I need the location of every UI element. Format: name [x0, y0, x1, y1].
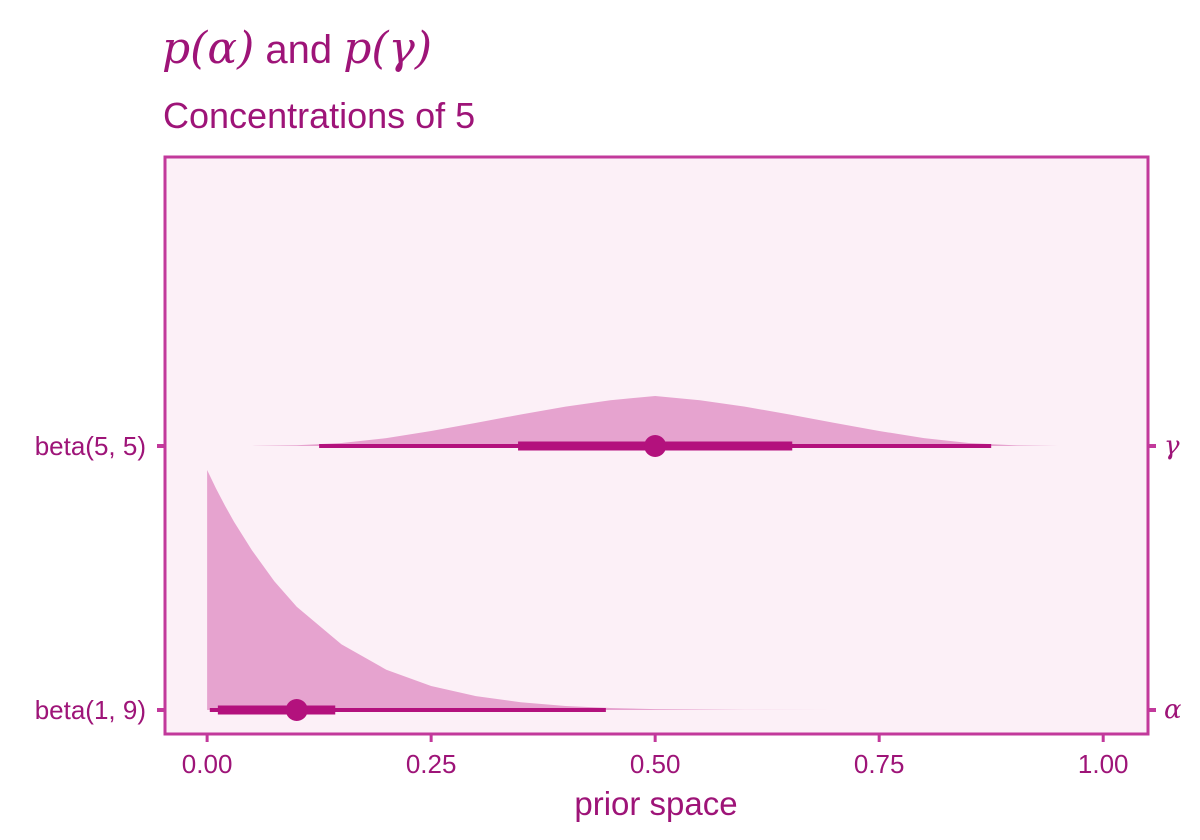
title-close1: ): [236, 23, 254, 74]
y-tick-label-0: beta(5, 5): [35, 431, 146, 461]
title-close2: ): [414, 23, 432, 74]
chart-subtitle: Concentrations of 5: [163, 95, 475, 136]
title-and: and: [254, 28, 343, 72]
x-tick-label-0: 0.00: [182, 749, 233, 779]
y-right-label-0: γ: [1164, 431, 1180, 461]
x-tick-label-3: 0.75: [854, 749, 905, 779]
chart-axes: beta(5, 5) γ beta(1, 9) α 0.00 0.25 0.50 0.75 1.…: [35, 431, 1182, 779]
y-right-label-1: α: [1164, 695, 1182, 725]
point-0: [644, 435, 667, 457]
x-tick-label-1: 0.25: [406, 749, 457, 779]
title-alpha: α: [207, 23, 237, 74]
density-0: [207, 396, 1104, 446]
title-gamma: γ: [389, 23, 416, 74]
x-tick-label-2: 0.50: [630, 749, 681, 779]
title-p1: p: [162, 23, 190, 74]
title-open1: (: [190, 23, 208, 74]
y-tick-label-1: beta(1, 9): [35, 695, 146, 725]
point-1: [285, 699, 308, 721]
chart-marks: [207, 396, 1104, 721]
chart-title: p(α) and p(γ): [162, 23, 432, 74]
x-axis-label: prior space: [574, 785, 737, 822]
x-tick-label-4: 1.00: [1078, 749, 1129, 779]
density-1: [207, 470, 1104, 710]
title-open2: (: [371, 23, 389, 74]
title-p2: p: [343, 23, 371, 74]
